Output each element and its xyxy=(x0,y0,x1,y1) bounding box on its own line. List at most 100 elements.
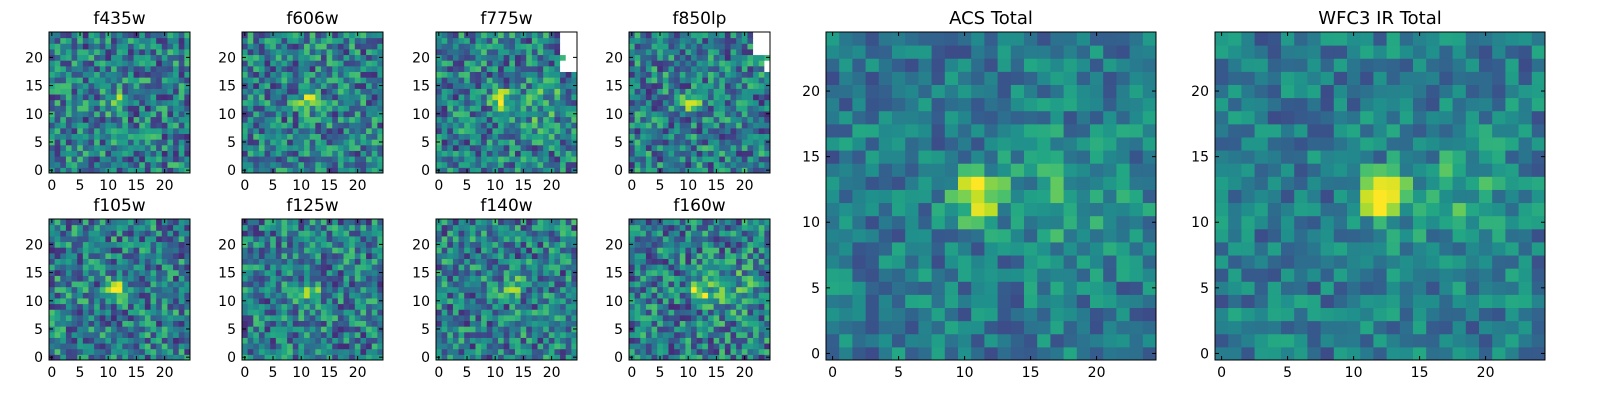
pixel xyxy=(156,235,163,243)
pixel xyxy=(116,156,123,163)
pixel xyxy=(892,150,906,164)
pixel xyxy=(565,297,572,305)
pixel xyxy=(436,309,443,316)
pixel xyxy=(99,144,106,151)
pixel xyxy=(253,54,260,61)
pixel xyxy=(645,110,653,118)
pixel xyxy=(475,337,482,344)
pixel xyxy=(634,54,641,61)
pixel xyxy=(178,88,185,95)
pixel xyxy=(560,82,567,89)
pixel xyxy=(724,116,732,123)
pixel xyxy=(287,144,294,151)
pixel xyxy=(144,167,152,174)
pixel xyxy=(1090,294,1104,309)
pixel xyxy=(1142,268,1157,282)
x-tick-label: 20 xyxy=(1088,365,1106,381)
pixel xyxy=(82,88,89,95)
pixel xyxy=(548,275,555,282)
pixel xyxy=(498,156,505,163)
x-tick-label: 20 xyxy=(156,365,174,381)
pixel xyxy=(475,269,482,276)
pixel xyxy=(865,281,880,295)
pixel xyxy=(441,105,448,112)
pixel xyxy=(747,133,754,140)
pixel xyxy=(741,116,748,123)
x-tick-label: 20 xyxy=(349,365,367,381)
pixel xyxy=(116,309,123,316)
pixel xyxy=(161,133,168,140)
pixel xyxy=(498,99,505,106)
pixel xyxy=(270,156,277,163)
pixel xyxy=(292,303,299,310)
pixel xyxy=(309,133,316,140)
pixel xyxy=(156,32,163,39)
pixel xyxy=(645,133,653,140)
pixel xyxy=(139,99,146,106)
pixel xyxy=(304,156,311,163)
pixel xyxy=(498,286,505,293)
pixel xyxy=(287,286,294,293)
pixel xyxy=(865,176,880,190)
pixel xyxy=(918,346,933,361)
pixel xyxy=(498,54,505,61)
pixel xyxy=(918,71,933,85)
pixel xyxy=(264,264,271,271)
pixel xyxy=(304,303,311,310)
pixel xyxy=(354,281,361,288)
pixel xyxy=(105,144,112,151)
pixel xyxy=(707,43,715,50)
pixel xyxy=(685,133,692,140)
pixel xyxy=(1103,136,1117,151)
pixel xyxy=(662,122,669,129)
pixel xyxy=(49,314,56,322)
pixel xyxy=(560,150,567,157)
pixel xyxy=(88,269,95,276)
pixel xyxy=(298,133,305,140)
pixel xyxy=(127,241,135,248)
pixel xyxy=(133,297,140,305)
pixel xyxy=(918,136,933,151)
pixel xyxy=(486,281,493,288)
pixel xyxy=(161,337,168,344)
pixel xyxy=(326,122,333,129)
pixel xyxy=(447,286,454,293)
pixel xyxy=(71,269,78,276)
pixel xyxy=(481,281,488,288)
pixel xyxy=(1116,123,1131,138)
pixel xyxy=(315,161,322,168)
pixel xyxy=(150,292,157,299)
pixel xyxy=(458,337,465,344)
pixel xyxy=(537,105,544,112)
pixel xyxy=(971,281,985,295)
pixel xyxy=(60,337,67,344)
pixel xyxy=(852,150,867,164)
pixel xyxy=(931,346,946,361)
pixel xyxy=(287,60,294,67)
pixel xyxy=(133,286,140,293)
pixel xyxy=(452,326,460,333)
pixel xyxy=(469,116,476,123)
pixel xyxy=(1116,84,1131,99)
pixel xyxy=(377,309,384,316)
pixel xyxy=(332,122,339,129)
pixel xyxy=(878,202,893,217)
pixel xyxy=(292,167,299,174)
pixel xyxy=(65,139,73,146)
pixel xyxy=(747,139,754,146)
pixel xyxy=(298,314,305,322)
pixel xyxy=(309,65,316,72)
pixel xyxy=(111,275,118,282)
pixel xyxy=(292,258,299,265)
pixel xyxy=(326,156,333,163)
pixel xyxy=(133,252,140,259)
pixel xyxy=(253,252,260,259)
pixel xyxy=(88,264,95,271)
pixel xyxy=(1037,189,1051,204)
pixel xyxy=(315,156,322,163)
pixel xyxy=(691,161,698,168)
pixel xyxy=(526,116,533,123)
pixel xyxy=(309,348,316,355)
pixel xyxy=(281,48,288,56)
pixel xyxy=(736,88,743,95)
